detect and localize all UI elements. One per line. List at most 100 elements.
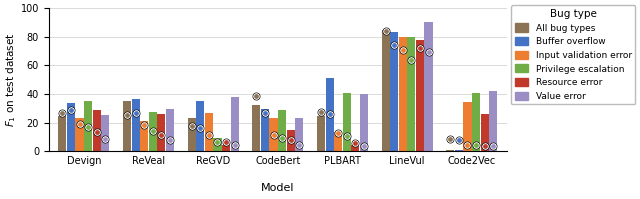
Point xyxy=(350,142,360,145)
Point xyxy=(316,110,326,113)
Point xyxy=(260,111,270,114)
Point xyxy=(471,143,481,146)
Point xyxy=(488,144,499,148)
Point xyxy=(57,111,67,114)
Point xyxy=(324,112,335,116)
Point xyxy=(122,113,132,116)
Point xyxy=(454,139,464,142)
Point xyxy=(139,124,149,127)
Point xyxy=(57,111,67,114)
Bar xyxy=(351,145,360,151)
Point xyxy=(397,48,408,51)
Point xyxy=(488,144,499,148)
Bar xyxy=(76,118,84,151)
Bar xyxy=(205,112,213,151)
Point xyxy=(277,136,287,139)
Point xyxy=(462,143,472,146)
Point xyxy=(187,125,197,128)
Point xyxy=(285,139,296,142)
Point xyxy=(92,130,102,133)
Point xyxy=(100,137,110,140)
Point xyxy=(66,108,76,111)
Bar xyxy=(213,138,221,151)
Point xyxy=(471,143,481,146)
Point xyxy=(406,58,417,61)
Bar xyxy=(446,150,454,151)
Bar xyxy=(360,94,368,151)
Point xyxy=(165,138,175,141)
Point xyxy=(66,108,76,111)
Point xyxy=(195,126,205,129)
Point xyxy=(66,108,76,111)
Point xyxy=(260,111,270,114)
Point xyxy=(454,139,464,142)
Point xyxy=(57,111,67,114)
Point xyxy=(100,137,110,140)
Y-axis label: $F_1$ on test dataset: $F_1$ on test dataset xyxy=(4,32,18,127)
Point xyxy=(381,29,391,33)
Point xyxy=(397,48,408,51)
Point xyxy=(221,140,231,143)
Bar xyxy=(481,114,489,151)
Bar xyxy=(381,30,390,151)
Point xyxy=(204,133,214,136)
Point xyxy=(74,122,84,126)
Bar xyxy=(278,110,286,151)
Point xyxy=(187,125,197,128)
Point xyxy=(471,143,481,146)
Point xyxy=(415,47,425,50)
Bar xyxy=(407,37,415,151)
Bar xyxy=(93,110,100,151)
Bar xyxy=(390,32,398,151)
Point xyxy=(230,143,240,146)
Bar xyxy=(472,93,480,151)
Bar xyxy=(188,118,196,151)
Point xyxy=(462,143,472,146)
Point xyxy=(212,140,223,143)
Bar xyxy=(166,109,174,151)
Bar xyxy=(326,78,333,151)
Point xyxy=(277,136,287,139)
Bar xyxy=(148,112,157,151)
Point xyxy=(316,110,326,113)
Point xyxy=(268,133,278,136)
Point xyxy=(148,130,158,133)
Point xyxy=(333,132,343,135)
Point xyxy=(131,111,141,114)
Bar xyxy=(261,109,269,151)
Point xyxy=(415,47,425,50)
Point xyxy=(359,144,369,148)
Point xyxy=(83,125,93,128)
Point xyxy=(139,124,149,127)
Point xyxy=(156,133,166,136)
Point xyxy=(221,140,231,143)
Bar xyxy=(269,118,278,151)
Bar xyxy=(140,121,148,151)
Point xyxy=(406,58,417,61)
Bar xyxy=(67,103,75,151)
Point xyxy=(195,126,205,129)
Point xyxy=(204,133,214,136)
Point xyxy=(285,139,296,142)
Point xyxy=(389,44,399,47)
Point xyxy=(165,138,175,141)
Bar xyxy=(230,97,239,151)
Point xyxy=(204,133,214,136)
Point xyxy=(277,136,287,139)
Point xyxy=(268,133,278,136)
Point xyxy=(122,113,132,116)
Point xyxy=(131,111,141,114)
Point xyxy=(156,133,166,136)
Point xyxy=(479,144,490,148)
Bar xyxy=(196,101,204,151)
Point xyxy=(148,130,158,133)
Point xyxy=(230,143,240,146)
Bar xyxy=(334,132,342,151)
Point xyxy=(479,144,490,148)
Point xyxy=(83,125,93,128)
Point xyxy=(381,29,391,33)
Point xyxy=(342,135,352,138)
Point xyxy=(294,143,305,146)
Point xyxy=(479,144,490,148)
Point xyxy=(252,95,262,98)
